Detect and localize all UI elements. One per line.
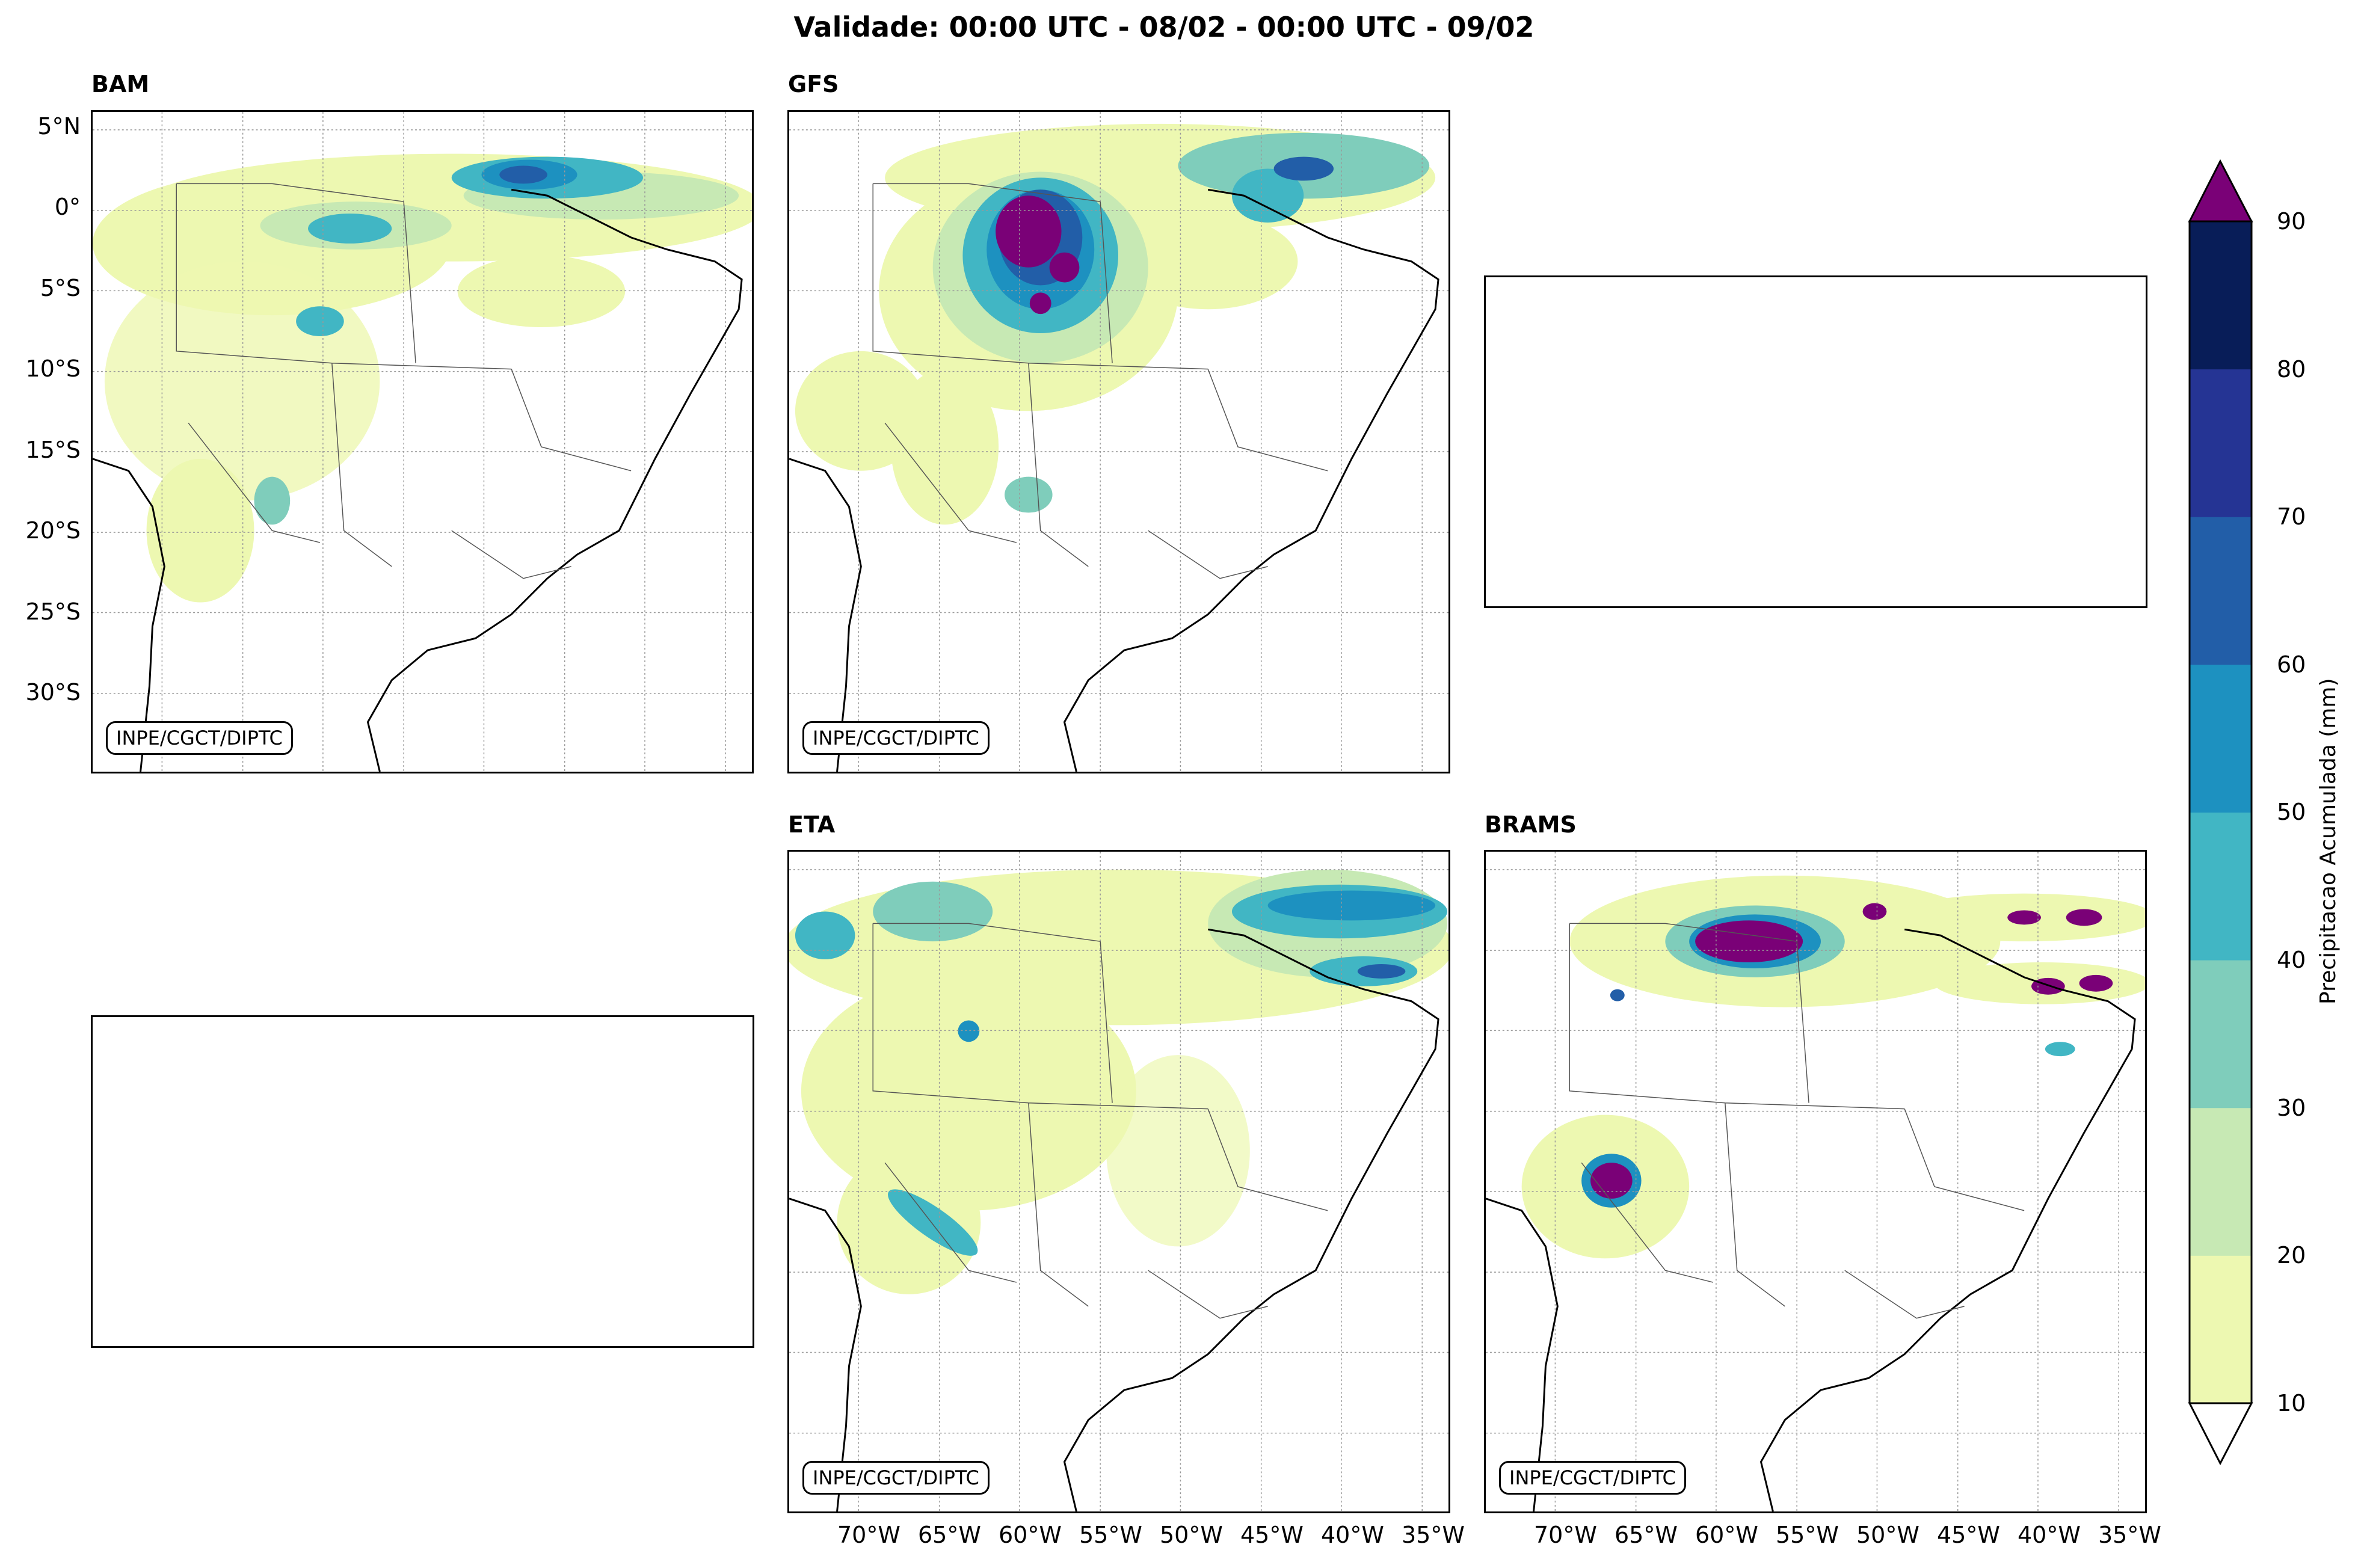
- colorbar-under-triangle: [2188, 1402, 2253, 1466]
- map-gfs-canvas: [789, 112, 1448, 772]
- eta-lon-label-40w: 40°W: [1321, 1522, 1384, 1548]
- brams-lon-label-65w: 65°W: [1615, 1522, 1678, 1548]
- colorbar-band-50-60: [2190, 664, 2252, 813]
- brams-lon-label-55w: 55°W: [1776, 1522, 1839, 1548]
- brams-lon-label-60w: 60°W: [1695, 1522, 1758, 1548]
- credit-label-eta: INPE/CGCT/DIPTC: [802, 1461, 990, 1495]
- colorbar-band-80-90: [2190, 221, 2252, 370]
- graticule: [93, 112, 752, 772]
- colorbar-band-20-30: [2190, 1107, 2252, 1256]
- credit-label-gfs: INPE/CGCT/DIPTC: [802, 721, 990, 755]
- colorbar-band-10-20: [2190, 1255, 2252, 1404]
- lat-label-0: 0°: [54, 194, 81, 220]
- brams-lon-label-45w: 45°W: [1937, 1522, 2000, 1548]
- colorbar-tick-60: 60: [2277, 651, 2306, 678]
- lat-label-10s: 10°S: [25, 355, 81, 382]
- colorbar-band-40-50: [2190, 812, 2252, 961]
- colorbar-band-60-70: [2190, 517, 2252, 665]
- eta-lon-label-60w: 60°W: [999, 1522, 1062, 1548]
- eta-lon-label-70w: 70°W: [837, 1522, 900, 1548]
- map-brams-canvas: [1486, 852, 2145, 1511]
- colorbar-over-triangle: [2188, 159, 2253, 223]
- lat-label-20s: 20°S: [25, 517, 81, 544]
- colorbar-tick-90: 90: [2277, 208, 2306, 235]
- colorbar-tick-30: 30: [2277, 1095, 2306, 1121]
- colorbar-band-70-80: [2190, 369, 2252, 517]
- colorbar-label: Precipitacao Acumulada (mm): [2316, 678, 2341, 1004]
- colorbar-tick-10: 10: [2277, 1390, 2306, 1416]
- eta-lon-label-45w: 45°W: [1240, 1522, 1304, 1548]
- map-bam-canvas: [93, 112, 752, 772]
- eta-lon-label-35w: 35°W: [1402, 1522, 1465, 1548]
- brams-lon-label-35w: 35°W: [2098, 1522, 2161, 1548]
- map-bam: INPE/CGCT/DIPTC: [91, 110, 754, 773]
- borders: [176, 183, 632, 579]
- eta-lon-label-50w: 50°W: [1160, 1522, 1223, 1548]
- colorbar: [2188, 159, 2253, 1466]
- coastline: [93, 188, 743, 772]
- eta-lon-label-65w: 65°W: [918, 1522, 981, 1548]
- figure-title: Validade: 00:00 UTC - 08/02 - 00:00 UTC …: [793, 11, 1535, 43]
- panel-title-gfs: GFS: [788, 71, 839, 97]
- map-gfs: INPE/CGCT/DIPTC: [787, 110, 1450, 773]
- credit-label-bam: INPE/CGCT/DIPTC: [106, 721, 293, 755]
- empty-panel-bottom-left: [91, 1015, 754, 1348]
- colorbar-tick-80: 80: [2277, 356, 2306, 383]
- colorbar-band-30-40: [2190, 960, 2252, 1108]
- panel-title-brams: BRAMS: [1485, 811, 1577, 838]
- panel-title-bam: BAM: [91, 71, 150, 97]
- lat-label-30s: 30°S: [25, 679, 81, 706]
- eta-lon-label-55w: 55°W: [1079, 1522, 1142, 1548]
- colorbar-tick-20: 20: [2277, 1242, 2306, 1268]
- map-eta: INPE/CGCT/DIPTC: [787, 850, 1450, 1513]
- lat-label-25s: 25°S: [25, 598, 81, 625]
- colorbar-tick-70: 70: [2277, 503, 2306, 530]
- credit-label-brams: INPE/CGCT/DIPTC: [1499, 1461, 1686, 1495]
- colorbar-frame: [2188, 220, 2253, 1404]
- empty-panel-top-right: [1484, 275, 2147, 608]
- map-eta-canvas: [789, 852, 1448, 1511]
- brams-lon-label-40w: 40°W: [2018, 1522, 2081, 1548]
- lat-label-5s: 5°S: [40, 275, 81, 301]
- map-brams: INPE/CGCT/DIPTC: [1484, 850, 2147, 1513]
- lat-label-5n: 5°N: [37, 113, 81, 140]
- colorbar-tick-40: 40: [2277, 947, 2306, 973]
- brams-lon-label-70w: 70°W: [1534, 1522, 1597, 1548]
- brams-lon-label-50w: 50°W: [1856, 1522, 1919, 1548]
- colorbar-tick-50: 50: [2277, 799, 2306, 825]
- panel-title-eta: ETA: [788, 811, 836, 838]
- lat-label-15s: 15°S: [25, 437, 81, 463]
